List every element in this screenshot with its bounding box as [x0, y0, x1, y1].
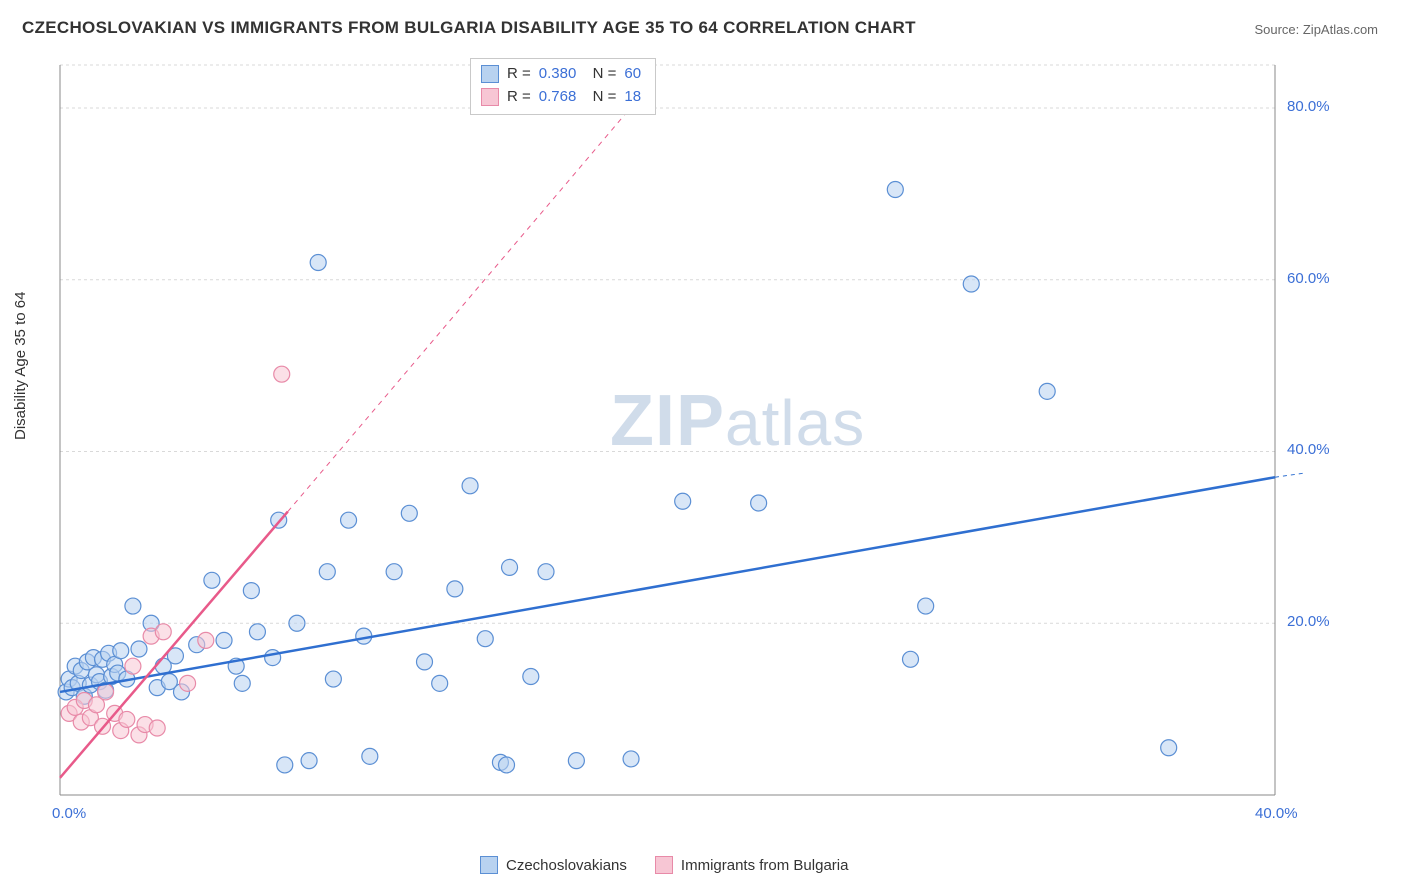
x-tick-label: 0.0% — [52, 805, 86, 822]
y-axis-label: Disability Age 35 to 64 — [12, 292, 29, 440]
chart-area — [50, 55, 1325, 825]
x-tick-label: 40.0% — [1255, 805, 1298, 822]
legend-label: Immigrants from Bulgaria — [681, 857, 849, 874]
y-tick-label: 80.0% — [1287, 98, 1330, 115]
y-tick-label: 60.0% — [1287, 270, 1330, 287]
stats-row: R = 0.768 N = 18 — [481, 86, 641, 109]
legend-bottom: Czechoslovakians Immigrants from Bulgari… — [480, 856, 848, 874]
legend-label: Czechoslovakians — [506, 857, 627, 874]
legend-item: Czechoslovakians — [480, 856, 627, 874]
stats-row: R = 0.380 N = 60 — [481, 63, 641, 86]
r-value: 0.380 — [539, 63, 577, 86]
y-tick-label: 20.0% — [1287, 613, 1330, 630]
n-value: 60 — [624, 63, 641, 86]
r-value: 0.768 — [539, 86, 577, 109]
swatch-icon — [481, 65, 499, 83]
scatter-chart — [50, 55, 1325, 825]
stats-legend-box: R = 0.380 N = 60 R = 0.768 N = 18 — [470, 58, 656, 115]
chart-title: CZECHOSLOVAKIAN VS IMMIGRANTS FROM BULGA… — [22, 18, 916, 38]
swatch-icon — [480, 856, 498, 874]
n-value: 18 — [624, 86, 641, 109]
swatch-icon — [481, 88, 499, 106]
swatch-icon — [655, 856, 673, 874]
legend-item: Immigrants from Bulgaria — [655, 856, 849, 874]
source-label: Source: ZipAtlas.com — [1254, 22, 1378, 37]
y-tick-label: 40.0% — [1287, 441, 1330, 458]
